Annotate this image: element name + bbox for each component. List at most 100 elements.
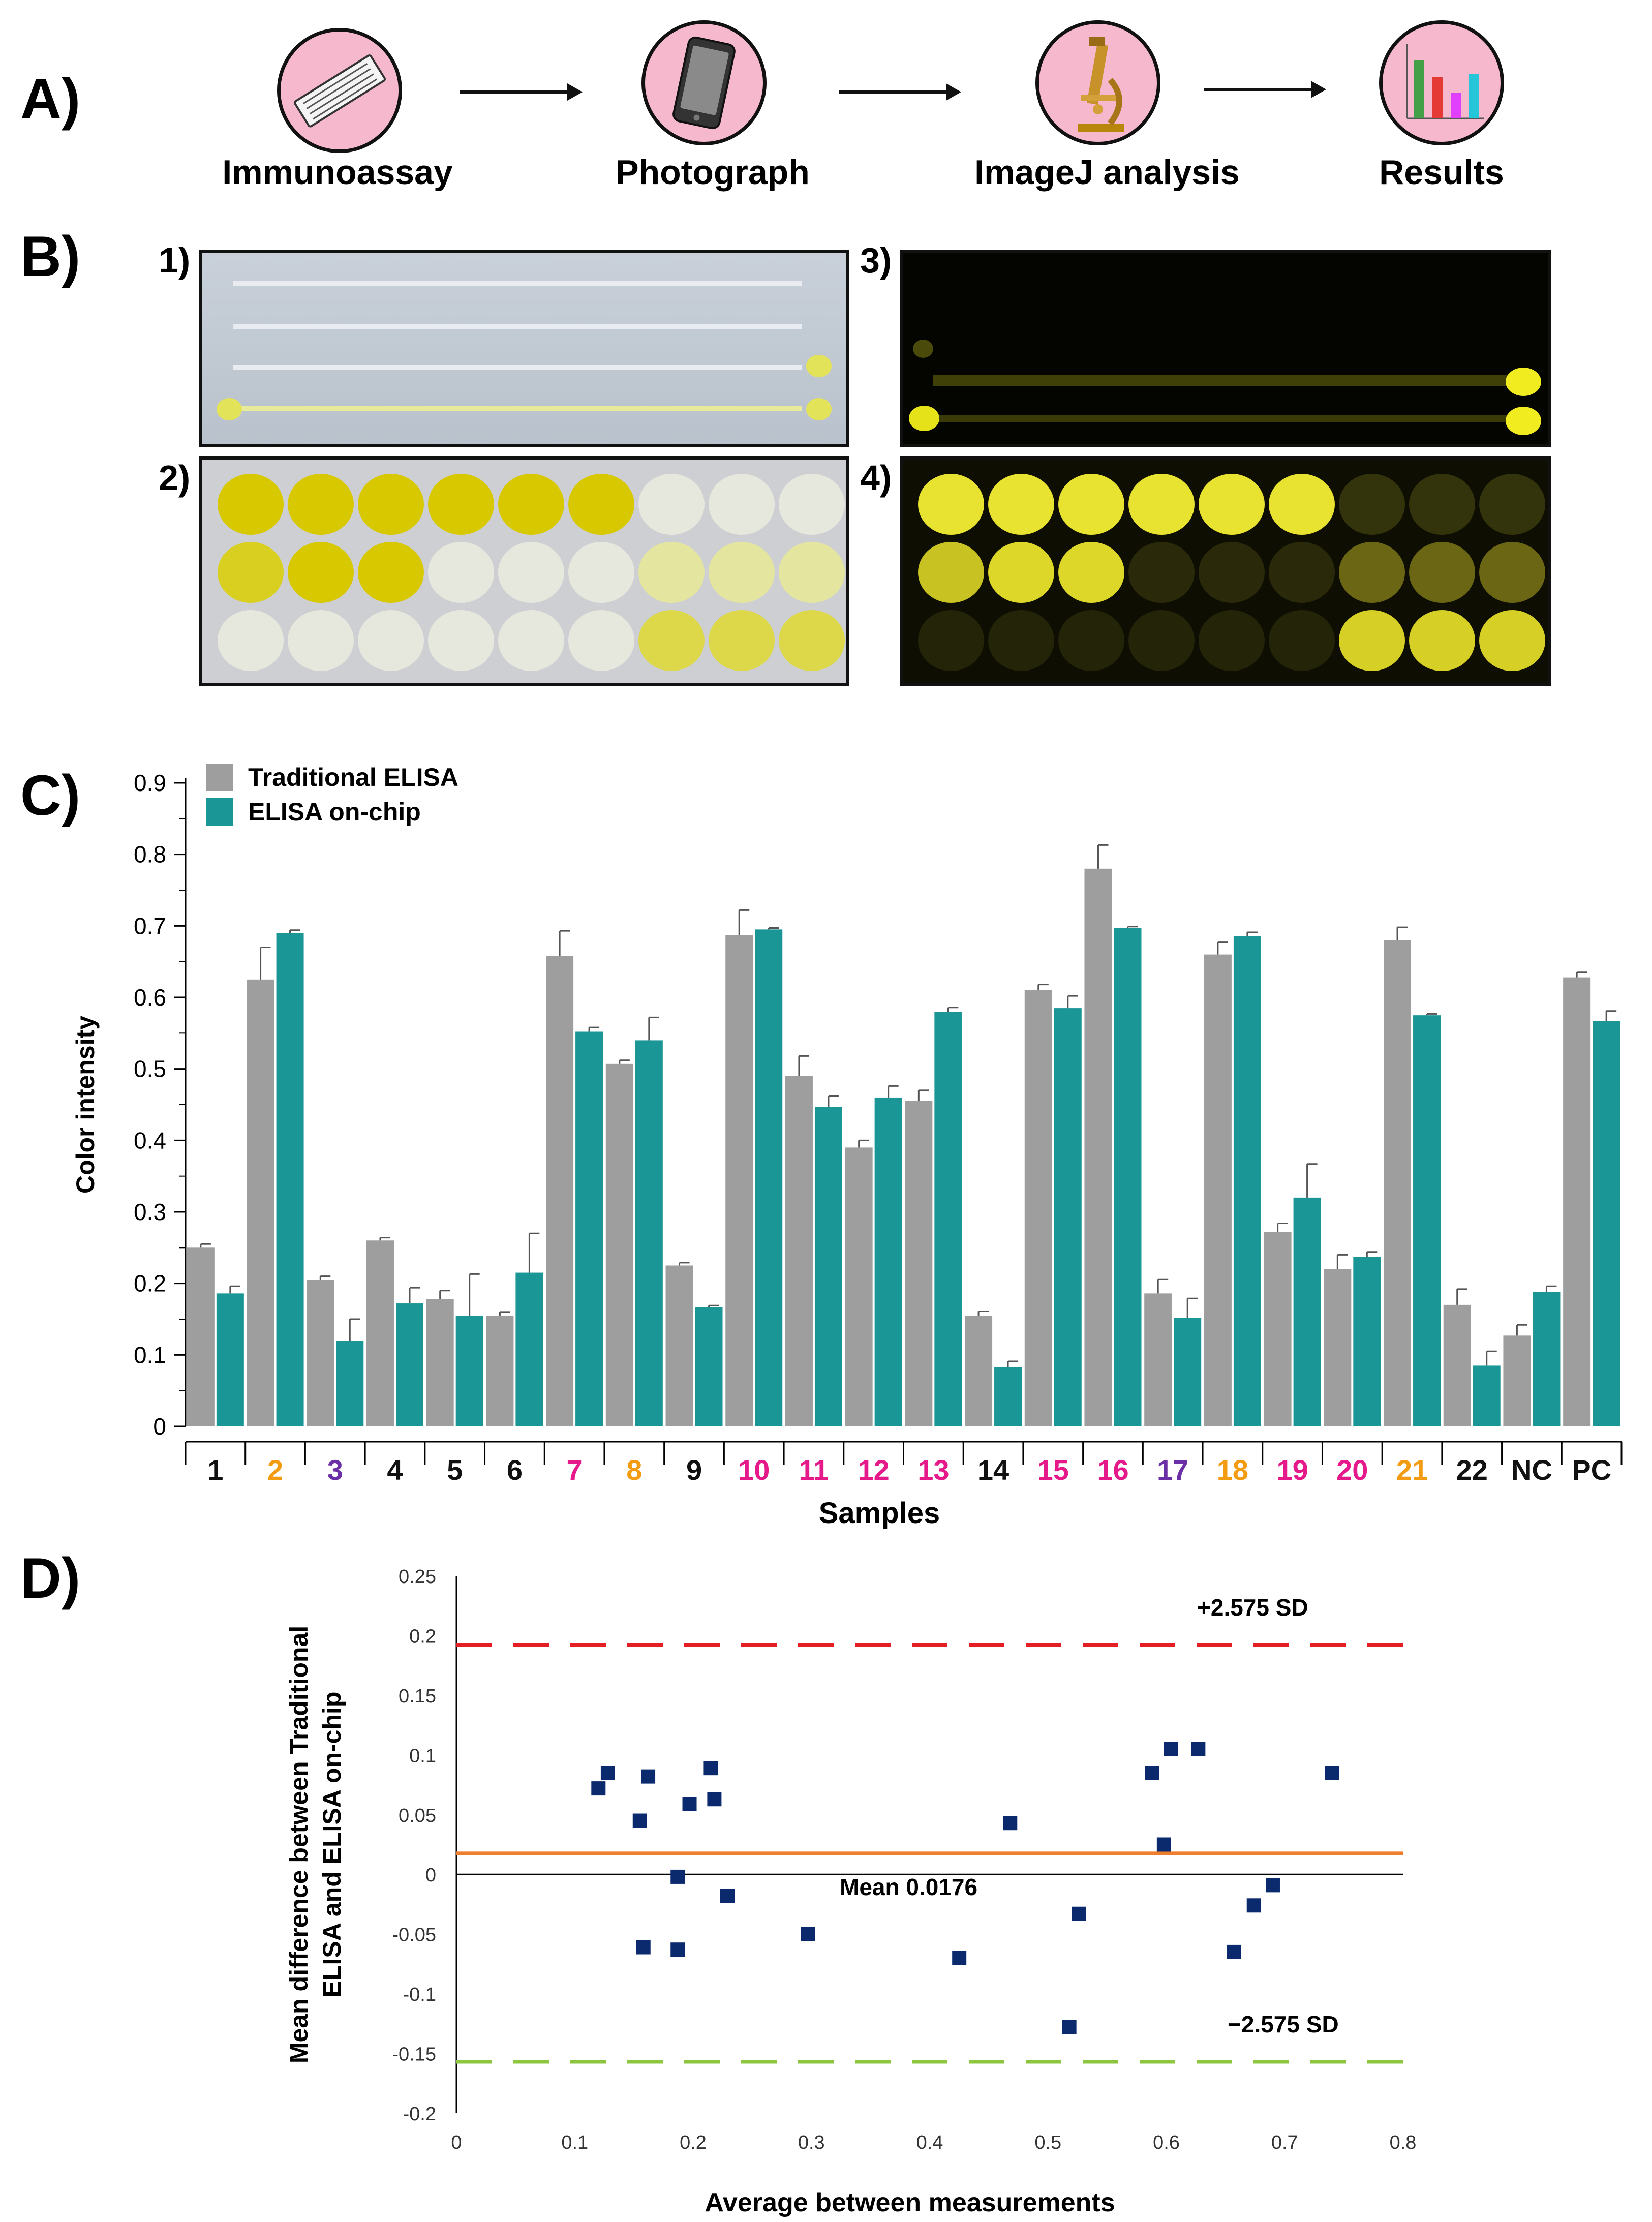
bar-onchip [1174,1318,1202,1426]
x-tick-label: 0.6 [1153,2132,1180,2153]
bar-traditional [486,1315,514,1426]
photo-1-label: 1) [159,240,191,280]
y-tick-label: 0 [425,1865,436,1886]
bar-chart: 0 0.1 0.2 0.3 0.4 0.5 0.6 0.7 0.8 0.9 Color intens… [71,763,1623,1530]
x-tick-label: 15 [1037,1454,1069,1486]
x-tick-label: 8 [626,1454,642,1486]
x-axis-label: Samples [819,1497,940,1530]
data-point [632,1813,647,1828]
data-point [801,1927,815,1941]
x-tick-label: PC [1572,1454,1611,1486]
y-tick-label: -0.1 [403,1984,436,2005]
arrow-1 [460,83,583,101]
legend-swatch-0 [206,764,233,791]
x-tick-label: 0.7 [1271,2132,1298,2153]
bar-traditional [366,1240,394,1426]
data-point [1191,1742,1206,1756]
mean-label: Mean 0.0176 [840,1874,977,1900]
bar-onchip [1233,936,1261,1426]
x-tick-label: 6 [507,1454,523,1486]
bar-traditional [845,1147,873,1426]
photo-4-plate-processed [900,456,1551,686]
y-tick-label: 0.2 [409,1626,436,1647]
photo-3-label: 3) [860,240,892,280]
x-tick-label: 14 [977,1454,1009,1486]
legend-swatch-1 [206,798,233,826]
bar-traditional [247,979,274,1426]
y-tick-label: 0.25 [399,1566,436,1588]
bar-onchip [575,1031,603,1426]
x-tick-label: 2 [267,1454,283,1486]
x-tick-label: 11 [799,1454,829,1486]
bar-traditional [1264,1232,1292,1426]
data-point [1265,1878,1280,1893]
data-point [1325,1766,1339,1780]
y-tick-label: -0.05 [392,1925,436,1946]
x-tick-label: 0.2 [680,2132,707,2153]
bar-traditional [1384,940,1412,1426]
y-tick-label: 0.5 [134,1056,166,1082]
photo-2-label: 2) [159,458,191,498]
bland-altman-plot: -0.2 -0.15 -0.1 -0.05 0 0.05 0.1 0.15 0.2 0.25 0 0.… [285,1566,1417,2217]
y-tick-label: 0.15 [399,1686,436,1707]
data-point [1156,1837,1171,1852]
x-tick-label: 18 [1217,1454,1248,1486]
bar-traditional [605,1063,633,1426]
x-tick-label: 3 [327,1454,343,1486]
data-point [1164,1742,1178,1756]
data-point [703,1761,718,1776]
bar-onchip [1353,1257,1381,1426]
bar-onchip [515,1272,543,1426]
x-tick-label: 5 [447,1454,463,1486]
data-point [670,1869,685,1884]
data-point [1145,1766,1159,1780]
data-point [1246,1898,1261,1913]
x-tick-label: 0.8 [1390,2132,1417,2153]
data-point [707,1792,722,1807]
bar-onchip [874,1097,902,1426]
photo-1-chip-colorimetric [199,250,849,447]
x-axis-label: Average between measurements [705,2188,1115,2217]
y-tick-label: 0.1 [409,1745,436,1767]
bar-traditional [1443,1304,1471,1426]
bar-onchip [934,1012,962,1426]
y-tick-label: 0 [153,1413,166,1440]
y-axis-label-line1: Mean difference between Traditional [285,1626,313,2063]
data-point [591,1781,606,1796]
x-tick-label: 0.1 [561,2132,588,2153]
bar-onchip [635,1040,663,1426]
panel-b-label: B) [20,225,81,288]
arrow-3 [1204,81,1326,98]
x-tick-label: 0.5 [1034,2132,1061,2153]
x-tick-label: 9 [686,1454,702,1486]
bar-traditional [1144,1293,1172,1426]
bar-onchip [1293,1197,1321,1426]
x-tick-label: 0.4 [916,2132,943,2153]
bar-onchip [455,1315,483,1426]
y-axis-label-line2: ELISA and ELISA on-chip [318,1692,346,1998]
microscope-icon [1035,20,1160,145]
y-tick-label: 0.4 [134,1127,166,1153]
step-label-results: Results [1379,153,1504,192]
bar-onchip [1473,1365,1501,1426]
upper-limit-label: +2.575 SD [1197,1594,1308,1621]
bar-traditional [965,1315,993,1426]
bar-onchip [1413,1015,1441,1426]
data-point [600,1766,615,1780]
y-tick-label: 0.9 [134,770,166,796]
x-tick-label: NC [1511,1454,1552,1486]
smartphone-icon [641,20,767,145]
lower-limit-label: −2.575 SD [1228,2011,1339,2037]
bar-traditional [1204,954,1232,1426]
data-point [641,1769,656,1784]
y-tick-label: 0.3 [134,1199,166,1225]
photo-4-label: 4) [860,458,892,498]
data-point [720,1889,735,1903]
microfluidic-chip-icon [277,28,402,153]
y-tick-label: 0.05 [399,1805,436,1827]
bar-chart-icon [1379,20,1504,145]
bar-traditional [725,935,753,1426]
y-tick-label: 0.7 [134,912,166,939]
y-tick-label: 0.2 [134,1270,166,1297]
step-label-immunoassay: Immunoassay [222,153,453,192]
